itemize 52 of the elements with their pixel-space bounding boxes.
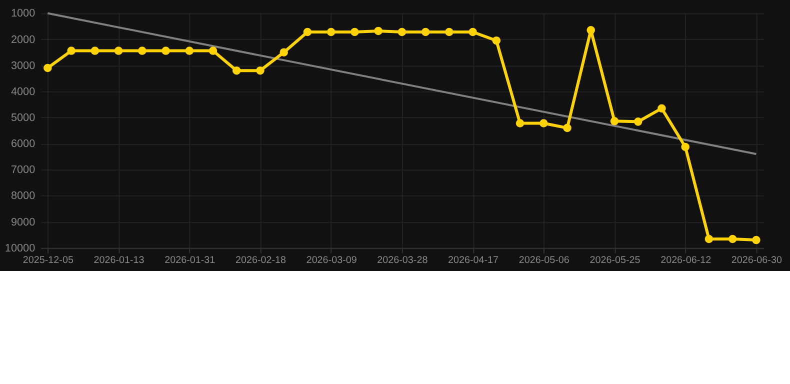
y-tick-label: 8000 bbox=[10, 190, 36, 202]
point bbox=[232, 66, 241, 75]
y-tick-label: 9000 bbox=[10, 216, 36, 228]
point bbox=[704, 234, 714, 244]
point bbox=[374, 26, 382, 36]
point bbox=[586, 26, 596, 34]
point bbox=[208, 46, 218, 55]
point bbox=[44, 64, 52, 72]
point bbox=[326, 28, 336, 36]
point bbox=[563, 124, 572, 132]
y-tick-label: 10000 bbox=[4, 242, 36, 254]
point bbox=[752, 236, 760, 244]
point bbox=[516, 119, 524, 128]
point bbox=[67, 46, 76, 55]
point bbox=[681, 142, 690, 152]
point bbox=[634, 118, 642, 126]
y-tick-label: 7000 bbox=[10, 164, 36, 176]
point bbox=[492, 36, 501, 45]
point bbox=[539, 119, 548, 128]
point bbox=[185, 46, 194, 55]
y-tick-label: 2000 bbox=[10, 34, 36, 46]
x-tick-label: 2026-06-30 bbox=[731, 255, 782, 266]
x-tick-label: 2026-02-18 bbox=[235, 255, 286, 266]
point bbox=[610, 117, 619, 126]
x-tick-label: 2026-01-31 bbox=[164, 255, 216, 266]
y-tick-label: 1000 bbox=[10, 8, 36, 20]
x-tick-label: 2026-03-09 bbox=[306, 255, 358, 266]
point bbox=[90, 46, 100, 55]
y-tick-label: 4000 bbox=[10, 86, 36, 98]
point bbox=[162, 46, 170, 55]
x-tick-label: 2026-06-12 bbox=[660, 255, 712, 266]
point bbox=[256, 66, 264, 75]
point bbox=[728, 234, 737, 244]
point bbox=[658, 104, 666, 113]
y-tick-label: 5000 bbox=[10, 112, 36, 124]
point bbox=[303, 28, 312, 36]
point bbox=[398, 28, 406, 36]
point bbox=[421, 28, 430, 36]
point bbox=[280, 48, 288, 56]
y-tick-label: 6000 bbox=[10, 138, 36, 150]
y-tick-label: 3000 bbox=[10, 60, 36, 72]
x-tick-label: 2026-04-17 bbox=[448, 255, 499, 266]
point bbox=[350, 28, 359, 36]
point bbox=[468, 28, 477, 36]
x-tick-label: 2026-05-25 bbox=[590, 255, 641, 266]
x-tick-label: 2026-03-28 bbox=[377, 255, 428, 266]
point bbox=[114, 46, 123, 55]
x-tick-label: 2025-12-05 bbox=[22, 255, 74, 266]
point bbox=[445, 28, 454, 36]
x-tick-label: 2026-05-06 bbox=[518, 255, 570, 266]
point bbox=[138, 46, 146, 55]
x-tick-label: 2026-01-13 bbox=[94, 255, 145, 266]
